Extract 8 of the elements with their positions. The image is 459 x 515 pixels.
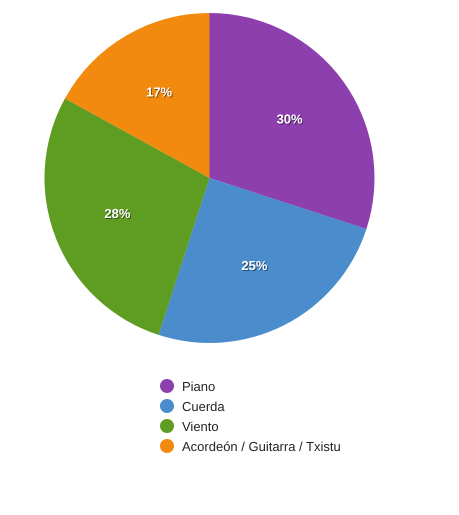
data-label: 17% [147,85,174,100]
legend-label: Cuerda [182,398,225,414]
legend-label: Acordeón / Guitarra / Txistu [182,438,341,454]
data-label: 30% [278,112,304,128]
legend-label: Piano [182,378,216,394]
legend-label: Viento [182,418,219,434]
data-label: 25% [242,258,269,274]
data-label: 28% [105,207,132,222]
